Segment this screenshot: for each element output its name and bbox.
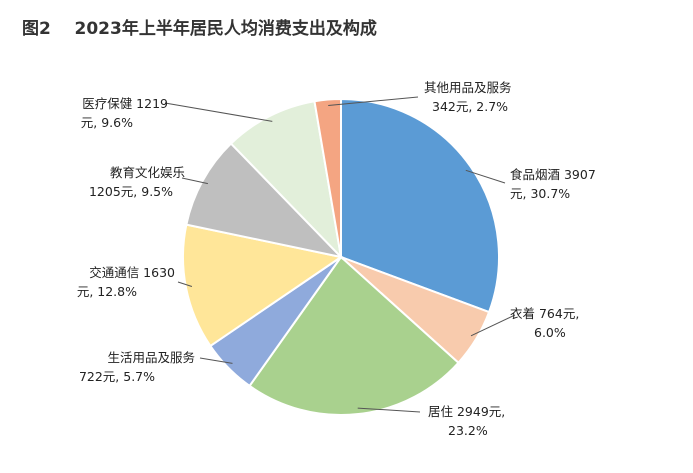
label-med: 医疗保健 1219 元, 9.6% xyxy=(50,94,168,132)
label-med-line2: 元, 9.6% xyxy=(80,115,133,130)
leader-line-food xyxy=(465,169,506,184)
pie-slice-med xyxy=(229,100,343,261)
label-food: 食品烟酒 3907 元, 30.7% xyxy=(510,165,596,203)
leader-line-cloth xyxy=(470,314,516,337)
leader-line-med xyxy=(164,102,273,122)
label-med-line1: 医疗保健 1219 xyxy=(82,96,168,111)
label-cloth: 衣着 764元, 6.0% xyxy=(500,304,590,342)
pie-slice-house xyxy=(248,255,460,416)
label-food-line2: 元, 30.7% xyxy=(510,186,571,201)
label-cloth-line1: 衣着 764元, xyxy=(510,306,580,321)
pie-slice-trans xyxy=(182,223,344,348)
label-house-line2: 23.2% xyxy=(448,423,488,438)
label-house: 居住 2949元, 23.2% xyxy=(428,402,505,440)
label-other: 其他用品及服务 342元, 2.7% xyxy=(424,78,512,116)
pie-slices xyxy=(182,97,500,416)
leader-line-trans xyxy=(177,281,193,287)
pie-slice-other xyxy=(313,97,342,258)
label-edu-line1: 教育文化娱乐 xyxy=(109,165,185,180)
pie-slice-food xyxy=(340,97,500,314)
label-trans-line2: 元, 12.8% xyxy=(76,284,137,299)
label-daily: 生活用品及服务 722元, 5.7% xyxy=(60,348,195,386)
label-other-line1: 其他用品及服务 xyxy=(424,80,512,95)
leader-line-daily xyxy=(199,357,233,364)
leader-line-edu xyxy=(181,177,209,185)
label-trans: 交通通信 1630 元, 12.8% xyxy=(45,263,175,301)
chart-title: 图2 2023年上半年居民人均消费支出及构成 xyxy=(22,19,377,39)
label-daily-line2: 722元, 5.7% xyxy=(78,369,155,384)
label-food-line1: 食品烟酒 3907 xyxy=(510,167,596,182)
label-edu: 教育文化娱乐 1205元, 9.5% xyxy=(70,163,185,201)
label-trans-line1: 交通通信 1630 xyxy=(89,265,175,280)
label-house-line1: 居住 2949元, xyxy=(428,404,506,419)
leader-line-other xyxy=(328,96,419,106)
label-other-line2: 342元, 2.7% xyxy=(432,99,509,114)
label-cloth-line2: 6.0% xyxy=(534,325,566,340)
label-daily-line1: 生活用品及服务 xyxy=(107,350,195,365)
leader-line-house xyxy=(357,407,421,413)
label-edu-line2: 1205元, 9.5% xyxy=(88,184,173,199)
pie-slice-edu xyxy=(185,142,344,259)
leader-lines xyxy=(164,96,516,413)
